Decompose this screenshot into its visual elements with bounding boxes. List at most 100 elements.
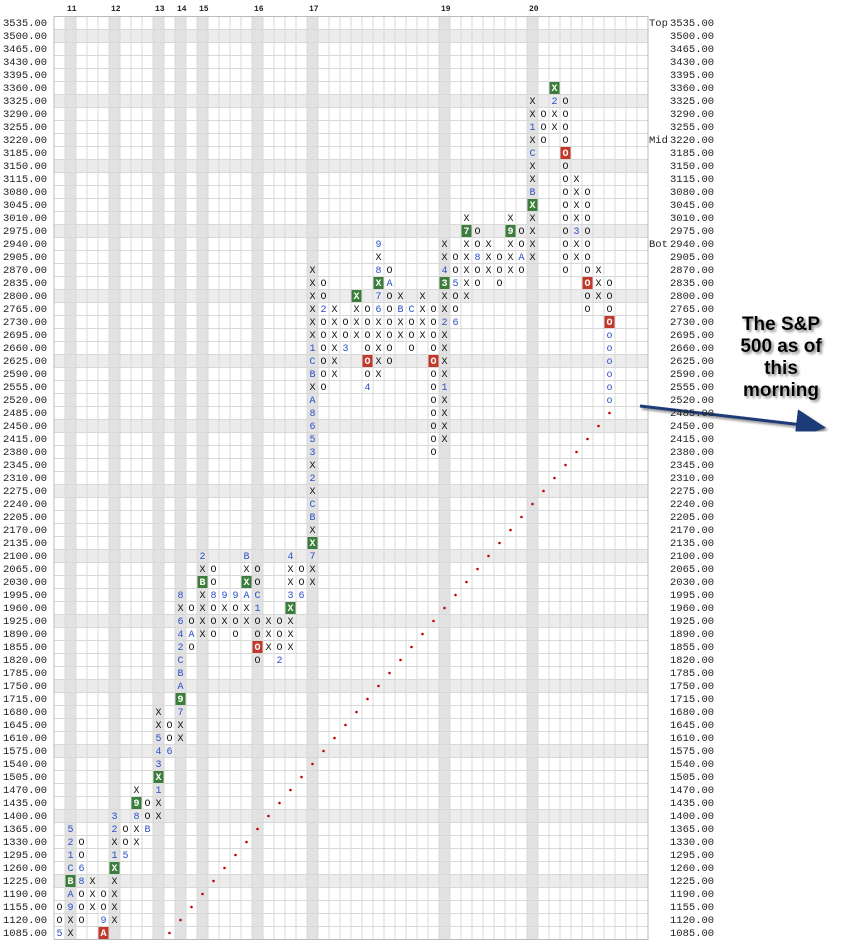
cell: X bbox=[463, 253, 469, 264]
cell: O bbox=[540, 136, 546, 147]
y-tick-label-right: 2030.00 bbox=[670, 577, 714, 589]
cell: O bbox=[298, 578, 304, 589]
box-cell bbox=[307, 537, 318, 549]
cell: O bbox=[430, 344, 436, 355]
y-tick-label-right: 1960.00 bbox=[670, 603, 714, 615]
y-tick-label-right: 2310.00 bbox=[670, 473, 714, 485]
cell: X bbox=[309, 383, 315, 394]
y-tick-label-right: 2555.00 bbox=[670, 382, 714, 394]
y-tick-label: 1750.00 bbox=[3, 681, 47, 693]
box-cell-label: X bbox=[111, 864, 117, 875]
cell: 6 bbox=[78, 864, 84, 875]
cell: O bbox=[320, 357, 326, 368]
cell: X bbox=[67, 929, 73, 940]
cell: O bbox=[430, 331, 436, 342]
cell: X bbox=[397, 331, 403, 342]
cell: 9 bbox=[375, 240, 381, 251]
box-cell-label: X bbox=[155, 773, 161, 784]
y-tick-label: 1190.00 bbox=[3, 889, 47, 901]
y-tick-label-right: 3500.00 bbox=[670, 31, 714, 43]
y-tick-label: 1505.00 bbox=[3, 772, 47, 784]
cell: X bbox=[309, 578, 315, 589]
cell: O bbox=[584, 214, 590, 225]
y-tick-label-right: 1715.00 bbox=[670, 694, 714, 706]
cell: X bbox=[199, 630, 205, 641]
grid-border bbox=[53, 16, 649, 940]
cell: 5 bbox=[67, 825, 73, 836]
y-tick-label-right: 3360.00 bbox=[670, 83, 714, 95]
y-tick-label-right: 1400.00 bbox=[670, 811, 714, 823]
cell: X bbox=[89, 890, 95, 901]
year-label: 20 bbox=[529, 5, 539, 14]
cell: X bbox=[397, 292, 403, 303]
y-tick-label-right: 2905.00 bbox=[670, 252, 714, 264]
y-tick-label: 3185.00 bbox=[3, 148, 47, 160]
cell: O bbox=[364, 318, 370, 329]
box-cell bbox=[65, 875, 76, 887]
cell: X bbox=[419, 292, 425, 303]
cell: 1 bbox=[441, 383, 447, 394]
cell: O bbox=[474, 240, 480, 251]
y-tick-label-right: 1925.00 bbox=[670, 616, 714, 628]
cell: X bbox=[221, 604, 227, 615]
cell: 5 bbox=[122, 851, 128, 862]
y-tick-label-right: 2380.00 bbox=[670, 447, 714, 459]
cell: O bbox=[56, 916, 62, 927]
cell: X bbox=[419, 305, 425, 316]
trend-dot bbox=[168, 931, 171, 935]
trend-dot bbox=[212, 879, 215, 883]
cell: X bbox=[595, 292, 601, 303]
cell: X bbox=[111, 916, 117, 927]
cell: X bbox=[419, 318, 425, 329]
trend-dot bbox=[234, 853, 237, 857]
y-tick-label-right: 1295.00 bbox=[670, 850, 714, 862]
y-tick-label: 2905.00 bbox=[3, 252, 47, 264]
y-tick-label: 2625.00 bbox=[3, 356, 47, 368]
cell: C bbox=[177, 656, 183, 667]
y-tick-label: 2555.00 bbox=[3, 382, 47, 394]
y-tick-label: 1925.00 bbox=[3, 616, 47, 628]
trend-dot bbox=[289, 788, 292, 792]
box-cell bbox=[560, 147, 571, 159]
y-tick-label-right: 2870.00 bbox=[670, 265, 714, 277]
cell: O bbox=[584, 188, 590, 199]
cell: X bbox=[441, 292, 447, 303]
box-cell bbox=[439, 277, 450, 289]
cell: X bbox=[507, 214, 513, 225]
cell: O bbox=[78, 890, 84, 901]
box-cell-label: X bbox=[551, 84, 557, 95]
y-tick-label: 2030.00 bbox=[3, 577, 47, 589]
trend-dot bbox=[333, 736, 336, 740]
cell: O bbox=[606, 279, 612, 290]
y-tick-label: 3430.00 bbox=[3, 57, 47, 69]
trend-dot bbox=[410, 645, 413, 649]
cell: X bbox=[573, 240, 579, 251]
cell: 7 bbox=[375, 292, 381, 303]
box-cell bbox=[549, 82, 560, 94]
cell: O bbox=[540, 110, 546, 121]
cell: O bbox=[430, 370, 436, 381]
cell: X bbox=[67, 916, 73, 927]
y-tick-label-right: 2765.00 bbox=[670, 304, 714, 316]
cell: C bbox=[254, 591, 260, 602]
box-cell-label: X bbox=[243, 578, 249, 589]
cell: 2 bbox=[551, 97, 557, 108]
y-tick-label-right: 3255.00 bbox=[670, 122, 714, 134]
cell: O bbox=[408, 331, 414, 342]
cell: X bbox=[441, 344, 447, 355]
cell: O bbox=[606, 292, 612, 303]
cell: X bbox=[265, 630, 271, 641]
cell: X bbox=[133, 838, 139, 849]
box-cell-label: 9 bbox=[133, 799, 139, 810]
cell: X bbox=[287, 565, 293, 576]
cell: O bbox=[320, 370, 326, 381]
y-tick-label: 1890.00 bbox=[3, 629, 47, 641]
y-tick-label: 1155.00 bbox=[3, 902, 47, 914]
y-tick-label-right: 1505.00 bbox=[670, 772, 714, 784]
trend-dot bbox=[498, 541, 501, 545]
cell: O bbox=[430, 318, 436, 329]
cell: X bbox=[485, 240, 491, 251]
cell: O bbox=[122, 838, 128, 849]
